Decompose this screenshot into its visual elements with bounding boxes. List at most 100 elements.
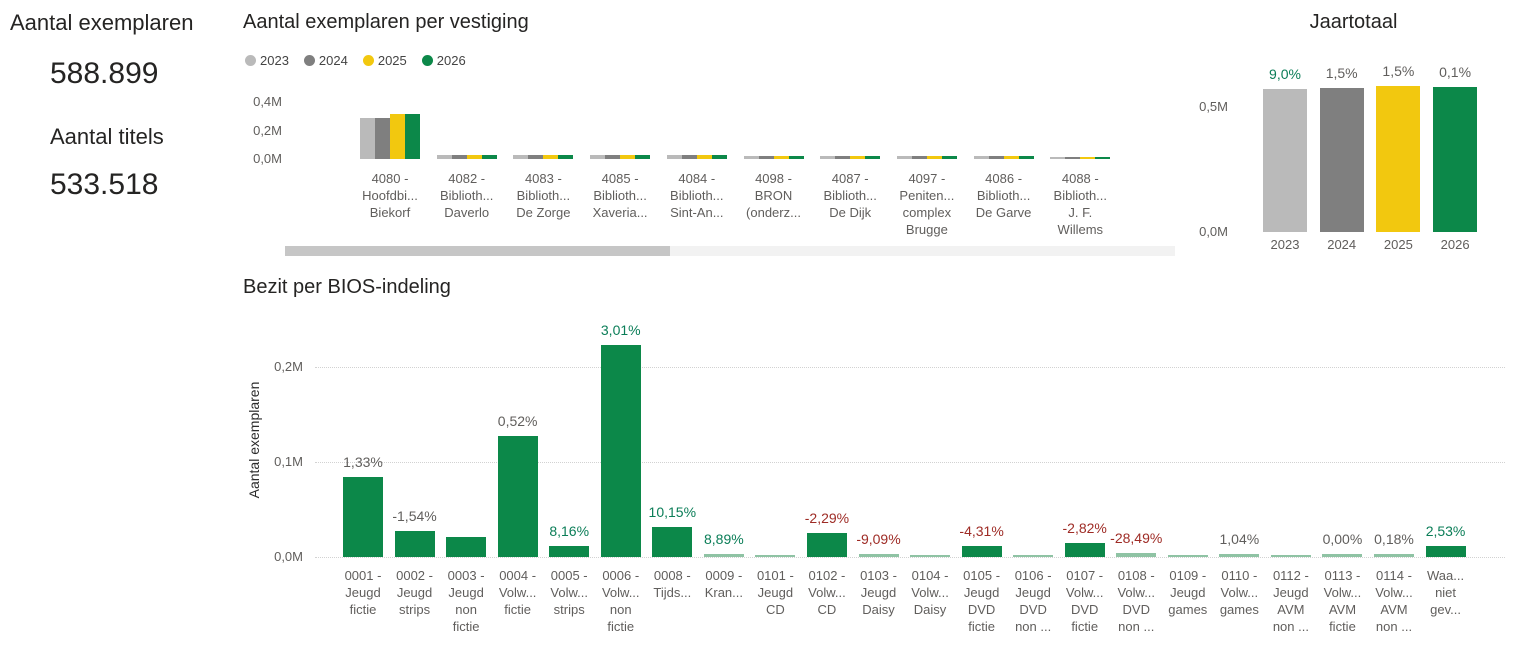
legend-dot-icon	[421, 55, 433, 66]
bar-2025[interactable]	[1376, 86, 1421, 232]
bar-2023[interactable]	[590, 155, 606, 159]
chart-jaartotaal: Jaartotaal 0,5M 0,0M 9,0% 2023 1,5% 2024 1,5% 2…	[1190, 0, 1517, 262]
data-label: -2,82%	[1062, 520, 1107, 536]
y-axis-tick-label: 0,2M	[274, 359, 303, 374]
bar[interactable]	[858, 554, 899, 557]
chart-bios: Bezit per BIOS-indeling Aantal exemplare…	[240, 270, 1517, 649]
bar-2023[interactable]	[1263, 89, 1307, 232]
category-label: 0005 - Volw... strips	[550, 568, 588, 617]
kpi-exemplaren-value: 588.899	[50, 57, 159, 90]
category-label: 4097 - Peniten... complex Brugge	[899, 171, 955, 237]
bar-2024[interactable]	[988, 156, 1004, 159]
data-label: -1,54%	[392, 508, 437, 524]
bar-2026[interactable]	[1433, 87, 1478, 232]
category-label: 4085 - Biblioth... Xaveria...	[592, 171, 648, 220]
bar[interactable]	[1322, 554, 1363, 557]
bar-2025[interactable]	[543, 155, 559, 159]
legend-item-2025[interactable]: 2025	[362, 53, 407, 68]
bar-2025[interactable]	[696, 155, 712, 159]
plot-area-bios: 0,2M 0,1M 0,0M 1,33% 0001 - Jeugd fictie -1,54%…	[240, 270, 1517, 649]
bar-2023[interactable]	[513, 155, 529, 159]
bar-2026[interactable]	[405, 114, 420, 159]
bar-2025[interactable]	[1003, 156, 1019, 159]
bar[interactable]	[1270, 555, 1311, 557]
bar[interactable]	[1219, 554, 1260, 557]
bar-2024[interactable]	[911, 156, 927, 159]
bar-2024[interactable]	[375, 118, 390, 159]
legend-label: 2026	[436, 53, 466, 68]
category-label: 4098 - BRON (onderz...	[746, 171, 801, 220]
bar[interactable]	[1064, 543, 1105, 557]
bar-2026[interactable]	[481, 155, 497, 159]
bar[interactable]	[549, 546, 590, 557]
legend-item-2026[interactable]: 2026	[421, 53, 466, 68]
bar-2024[interactable]	[605, 155, 621, 159]
bar-2026[interactable]	[558, 155, 574, 159]
bar-2026[interactable]	[788, 156, 804, 159]
bar-2024[interactable]	[758, 156, 774, 159]
bar-2026[interactable]	[1095, 157, 1111, 159]
scrollbar-thumb[interactable]	[285, 246, 670, 256]
bar-2023[interactable]	[896, 156, 912, 159]
bar-2025[interactable]	[390, 114, 405, 159]
bar-2025[interactable]	[850, 156, 866, 159]
bar-2023[interactable]	[973, 156, 989, 159]
category-label: 0006 - Volw... non fictie	[601, 568, 640, 634]
category-label: 0110 - Volw... games	[1219, 568, 1259, 617]
bar-2026[interactable]	[635, 155, 651, 159]
bar[interactable]	[1013, 555, 1054, 557]
category-label: 2024	[1327, 237, 1357, 252]
bar[interactable]	[1116, 553, 1157, 557]
category-label: 0104 - Volw... Daisy	[911, 568, 949, 617]
bar-2023[interactable]	[436, 155, 452, 159]
bar-2025[interactable]	[1080, 157, 1096, 159]
bar-2025[interactable]	[466, 155, 482, 159]
gridline	[315, 462, 1505, 463]
bar-2023[interactable]	[360, 118, 375, 159]
data-label: 0,52%	[497, 413, 538, 429]
bar-2024[interactable]	[1065, 157, 1081, 159]
bar-2024[interactable]	[681, 155, 697, 159]
category-label: 4088 - Biblioth... J. F. Willems	[1053, 171, 1108, 237]
bar-2023[interactable]	[820, 156, 836, 159]
legend-item-2023[interactable]: 2023	[245, 53, 289, 68]
bar[interactable]	[755, 555, 796, 557]
category-label: 4084 - Biblioth... Sint-An...	[670, 171, 724, 220]
bar[interactable]	[1167, 555, 1208, 557]
legend-label: 2025	[377, 53, 407, 68]
bar-2023[interactable]	[666, 155, 682, 159]
legend-label: 2024	[318, 53, 348, 68]
bar-2023[interactable]	[1050, 157, 1066, 159]
bar[interactable]	[497, 436, 538, 557]
bar-2024[interactable]	[528, 155, 544, 159]
chart-title-bios: Bezit per BIOS-indeling	[243, 276, 451, 298]
bar[interactable]	[1374, 554, 1414, 557]
category-label: 4083 - Biblioth... De Zorge	[516, 171, 571, 220]
bar-2024[interactable]	[835, 156, 851, 159]
bar[interactable]	[910, 555, 951, 557]
bar[interactable]	[343, 477, 383, 557]
bar[interactable]	[446, 537, 487, 557]
data-label: 9,0%	[1269, 66, 1301, 82]
bar-2024[interactable]	[1319, 88, 1364, 232]
bar-2026[interactable]	[941, 156, 957, 159]
bar-2025[interactable]	[620, 155, 636, 159]
bar-2025[interactable]	[773, 156, 789, 159]
bar[interactable]	[961, 546, 1002, 557]
data-label: -2,29%	[804, 510, 850, 526]
bar[interactable]	[394, 531, 435, 557]
bar-2023[interactable]	[743, 156, 759, 159]
horizontal-scrollbar[interactable]	[285, 246, 1175, 256]
bar[interactable]	[806, 533, 847, 557]
bar[interactable]	[1425, 546, 1466, 557]
bar-2025[interactable]	[926, 156, 942, 159]
legend-item-2024[interactable]: 2024	[303, 53, 348, 68]
bar-2026[interactable]	[711, 155, 727, 159]
bar-2026[interactable]	[1018, 156, 1034, 159]
bar[interactable]	[703, 554, 744, 557]
chart-title-jaartotaal: Jaartotaal	[1309, 11, 1398, 33]
bar[interactable]	[600, 345, 641, 557]
bar-2026[interactable]	[865, 156, 881, 159]
bar-2024[interactable]	[451, 155, 467, 159]
bar[interactable]	[652, 527, 693, 557]
